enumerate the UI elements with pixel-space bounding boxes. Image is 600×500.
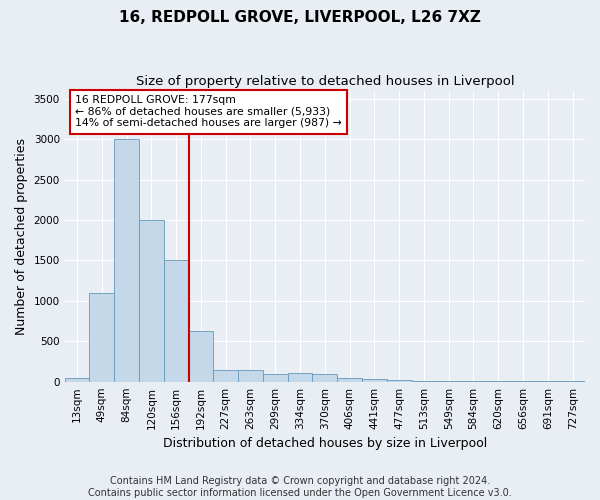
Y-axis label: Number of detached properties: Number of detached properties xyxy=(15,138,28,334)
Bar xyxy=(114,139,139,382)
Text: 16 REDPOLL GROVE: 177sqm
← 86% of detached houses are smaller (5,933)
14% of sem: 16 REDPOLL GROVE: 177sqm ← 86% of detach… xyxy=(75,95,342,128)
Text: Contains HM Land Registry data © Crown copyright and database right 2024.
Contai: Contains HM Land Registry data © Crown c… xyxy=(88,476,512,498)
Text: 16, REDPOLL GROVE, LIVERPOOL, L26 7XZ: 16, REDPOLL GROVE, LIVERPOOL, L26 7XZ xyxy=(119,10,481,25)
Bar xyxy=(188,330,214,382)
Bar xyxy=(313,374,337,382)
Bar xyxy=(387,380,412,382)
Bar xyxy=(89,292,114,382)
Title: Size of property relative to detached houses in Liverpool: Size of property relative to detached ho… xyxy=(136,75,514,88)
Bar xyxy=(337,378,362,382)
X-axis label: Distribution of detached houses by size in Liverpool: Distribution of detached houses by size … xyxy=(163,437,487,450)
Bar xyxy=(287,373,313,382)
Bar xyxy=(362,380,387,382)
Bar xyxy=(164,260,188,382)
Bar xyxy=(139,220,164,382)
Bar xyxy=(238,370,263,382)
Bar xyxy=(214,370,238,382)
Bar xyxy=(65,378,89,382)
Bar xyxy=(412,381,436,382)
Bar xyxy=(263,374,287,382)
